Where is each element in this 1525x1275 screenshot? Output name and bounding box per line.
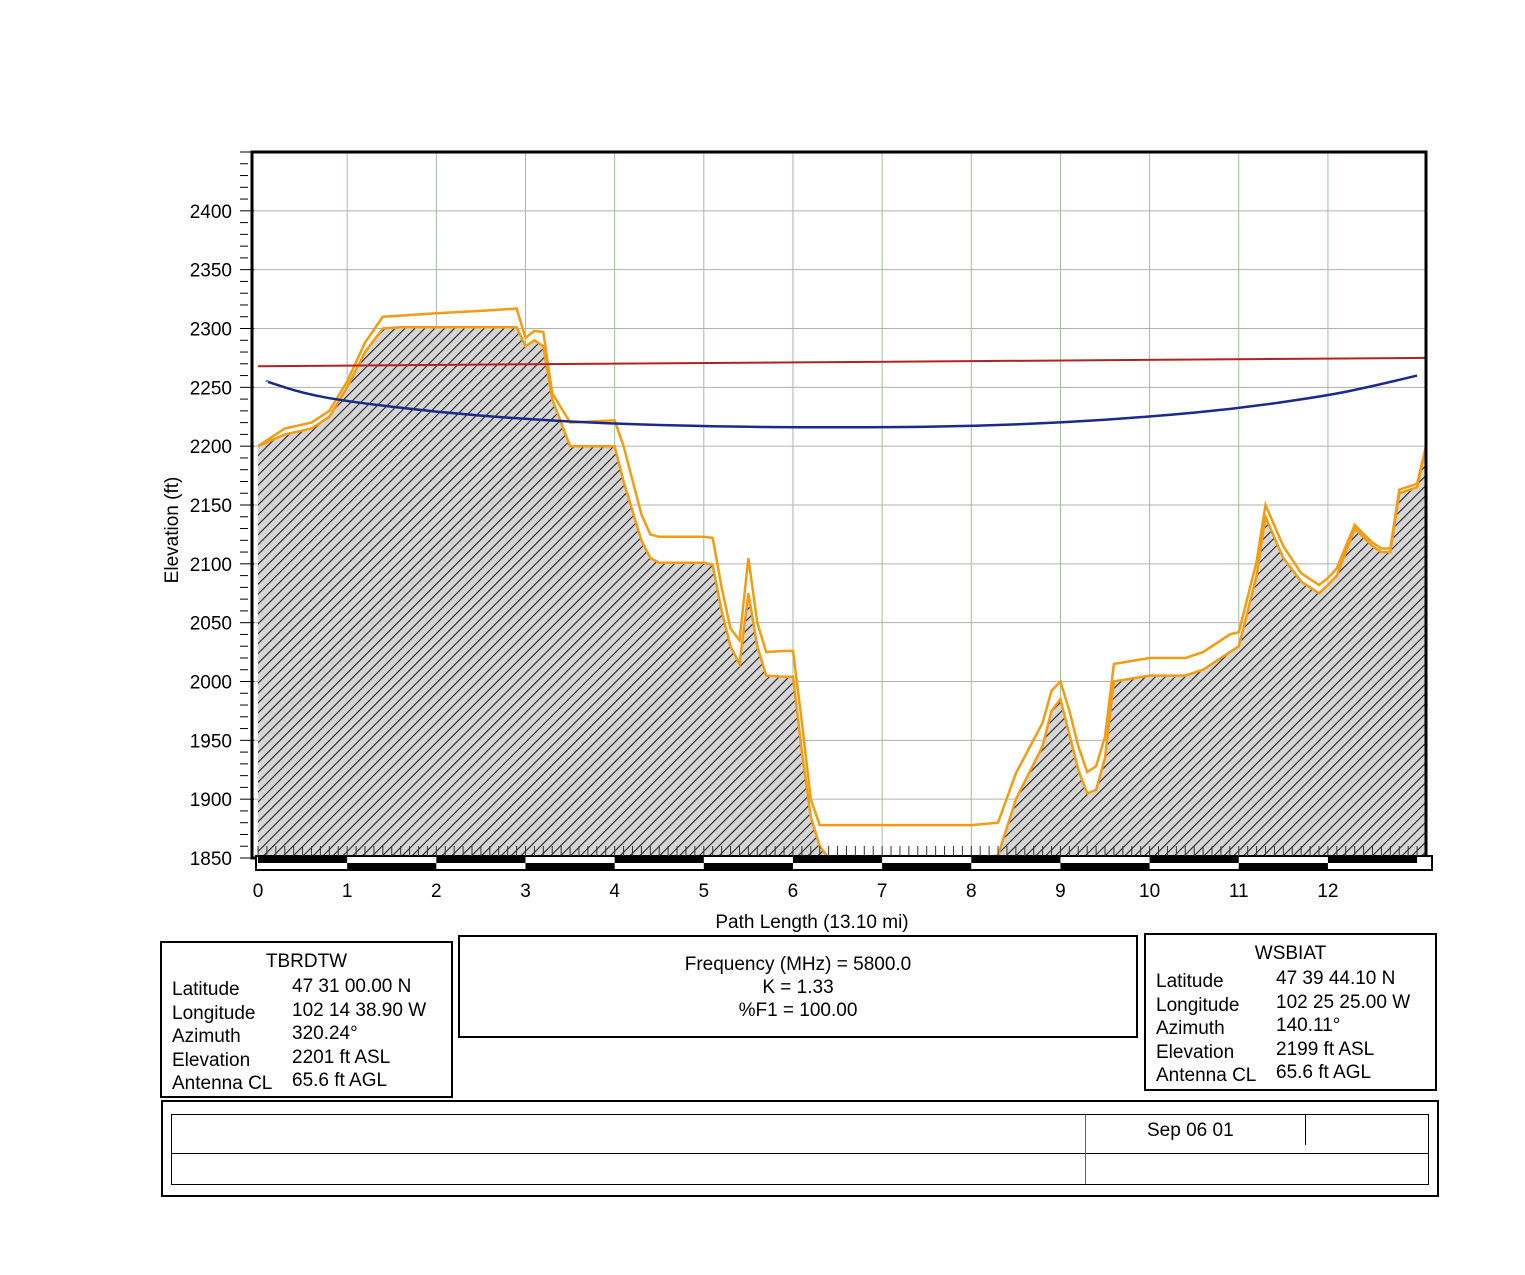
scale-bar-segment bbox=[1327, 856, 1418, 863]
footer-panel: Sep 06 01 bbox=[161, 1100, 1439, 1197]
right_site-row: Latitude 47 39 44.10 N bbox=[1156, 968, 1395, 993]
y-axis-title: Elevation (ft) bbox=[162, 477, 183, 584]
left_site-label: Antenna CL bbox=[172, 1073, 273, 1094]
left_site-row: Longitude 102 14 38.90 W bbox=[172, 1000, 426, 1025]
x-tick-label: 7 bbox=[877, 881, 888, 902]
fresnel-percent-label: %F1 = 100.00 bbox=[738, 1000, 858, 1021]
x-tick-label: 12 bbox=[1317, 881, 1338, 902]
y-tick-label: 2300 bbox=[190, 320, 232, 341]
footer-col-divider-2 bbox=[1305, 1115, 1306, 1145]
right_site-label: Longitude bbox=[1156, 994, 1240, 1016]
right_site-value: 2199 ft ASL bbox=[1276, 1038, 1375, 1060]
earth-curve-line bbox=[265, 374, 1418, 429]
right-site-panel: WSBIAT Latitude 47 39 44.10 N Longitude 102… bbox=[1144, 933, 1437, 1091]
line-of-sight bbox=[257, 356, 1427, 368]
left_site-label: Latitude bbox=[172, 979, 240, 1000]
y-tick-label: 2100 bbox=[190, 555, 232, 576]
x-tick-label: 9 bbox=[1055, 881, 1066, 902]
y-tick-label: 1850 bbox=[190, 849, 232, 870]
right_site-label: Azimuth bbox=[1156, 1018, 1225, 1039]
right-site-name: WSBIAT bbox=[1254, 943, 1327, 964]
x-tick-label: 11 bbox=[1229, 881, 1249, 902]
x-axis-title: Path Length (13.10 mi) bbox=[715, 912, 908, 933]
x-tick-label: 1 bbox=[342, 881, 353, 902]
x-tick-label: 4 bbox=[609, 881, 620, 902]
x-tick-label: 3 bbox=[520, 881, 531, 902]
y-tick-label: 2400 bbox=[190, 202, 232, 223]
right_site-row: Longitude 102 25 25.00 W bbox=[1156, 992, 1410, 1017]
left_site-row: Antenna CL 65.6 ft AGL bbox=[172, 1070, 387, 1095]
scale-bar-segment bbox=[1149, 856, 1239, 863]
x-tick-label: 0 bbox=[253, 881, 264, 902]
right_site-row: Antenna CL 65.6 ft AGL bbox=[1156, 1062, 1371, 1087]
x-tick-label: 10 bbox=[1139, 881, 1160, 902]
scale-bar-segment bbox=[347, 863, 437, 870]
footer-row-divider bbox=[172, 1153, 1428, 1154]
right_site-value: 102 25 25.00 W bbox=[1276, 991, 1411, 1013]
frequency-label: Frequency (MHz) = 5800.0 bbox=[684, 954, 912, 975]
scale-bar-segment bbox=[525, 863, 615, 870]
right_site-value: 65.6 ft AGL bbox=[1276, 1062, 1372, 1083]
left_site-row: Elevation 2201 ft ASL bbox=[172, 1047, 390, 1072]
left-site-name: TBRDTW bbox=[265, 951, 348, 972]
left_site-label: Elevation bbox=[172, 1049, 251, 1071]
scale-bar-segment bbox=[1060, 863, 1150, 870]
center-params-panel: Frequency (MHz) = 5800.0 K = 1.33 %F1 = … bbox=[458, 935, 1138, 1038]
scale-bar-segment bbox=[436, 856, 526, 863]
y-tick-label: 2250 bbox=[190, 378, 232, 399]
right_site-row: Elevation 2199 ft ASL bbox=[1156, 1039, 1374, 1064]
left_site-value: 2201 ft ASL bbox=[292, 1046, 391, 1068]
left_site-value: 47 31 00.00 N bbox=[292, 976, 412, 997]
right_site-value: 140.11° bbox=[1276, 1015, 1341, 1036]
y-tick-label: 2000 bbox=[190, 673, 232, 694]
x-tick-label: 6 bbox=[788, 881, 799, 902]
footer-grid: Sep 06 01 bbox=[171, 1114, 1429, 1185]
left_site-row: Azimuth 320.24° bbox=[172, 1023, 358, 1048]
scale-bar-segment bbox=[1238, 863, 1328, 870]
y-tick-label: 2050 bbox=[190, 614, 232, 635]
path-profile-chart: 1850190019502000205021002150220022502300… bbox=[162, 150, 1433, 933]
terrain-area bbox=[258, 327, 1426, 858]
y-tick-label: 1950 bbox=[190, 731, 232, 752]
x-axis-labels: 0 1 2 3 4 5 6 7 8 9 10 11 12 bbox=[253, 881, 1339, 902]
x-tick-label: 8 bbox=[966, 881, 977, 902]
scale-bar-segment bbox=[258, 856, 348, 863]
footer-col-divider-1 bbox=[1085, 1115, 1086, 1184]
left_site-value: 65.6 ft AGL bbox=[292, 1070, 388, 1091]
scale-bar-segment bbox=[882, 863, 972, 870]
right_site-label: Antenna CL bbox=[1156, 1065, 1257, 1086]
y-tick-label: 2350 bbox=[190, 261, 232, 282]
x-tick-label: 5 bbox=[699, 881, 710, 902]
right_site-value: 47 39 44.10 N bbox=[1276, 968, 1396, 989]
right_site-label: Latitude bbox=[1156, 971, 1224, 992]
left_site-value: 102 14 38.90 W bbox=[292, 999, 427, 1021]
right_site-label: Elevation bbox=[1156, 1041, 1235, 1063]
left_site-value: 320.24° bbox=[292, 1023, 358, 1044]
x-tick-label: 2 bbox=[431, 881, 442, 902]
right_site-row: Azimuth 140.11° bbox=[1156, 1015, 1340, 1040]
y-tick-label: 1900 bbox=[190, 790, 232, 811]
left_site-label: Longitude bbox=[172, 1002, 256, 1024]
k-factor-label: K = 1.33 bbox=[762, 977, 834, 998]
left_site-row: Latitude 47 31 00.00 N bbox=[172, 976, 411, 1001]
left-site-panel: TBRDTW Latitude 47 31 00.00 N Longitude 102… bbox=[160, 941, 453, 1098]
scale-bar-segment bbox=[703, 863, 793, 870]
y-tick-label: 2200 bbox=[190, 437, 232, 458]
footer-date: Sep 06 01 bbox=[1147, 1120, 1234, 1141]
scale-bar-segment bbox=[971, 856, 1061, 863]
left_site-label: Azimuth bbox=[172, 1026, 241, 1047]
y-tick-label: 2150 bbox=[190, 496, 232, 517]
y-axis-labels: 1850 1900 1950 2000 2050 2100 2150 2200 2250 2300… bbox=[190, 202, 232, 870]
scale-bar-segment bbox=[614, 856, 704, 863]
fresnel-upper-line bbox=[257, 307, 1428, 827]
distance-scale-bar bbox=[255, 846, 1433, 871]
scale-bar-segment bbox=[792, 856, 883, 863]
